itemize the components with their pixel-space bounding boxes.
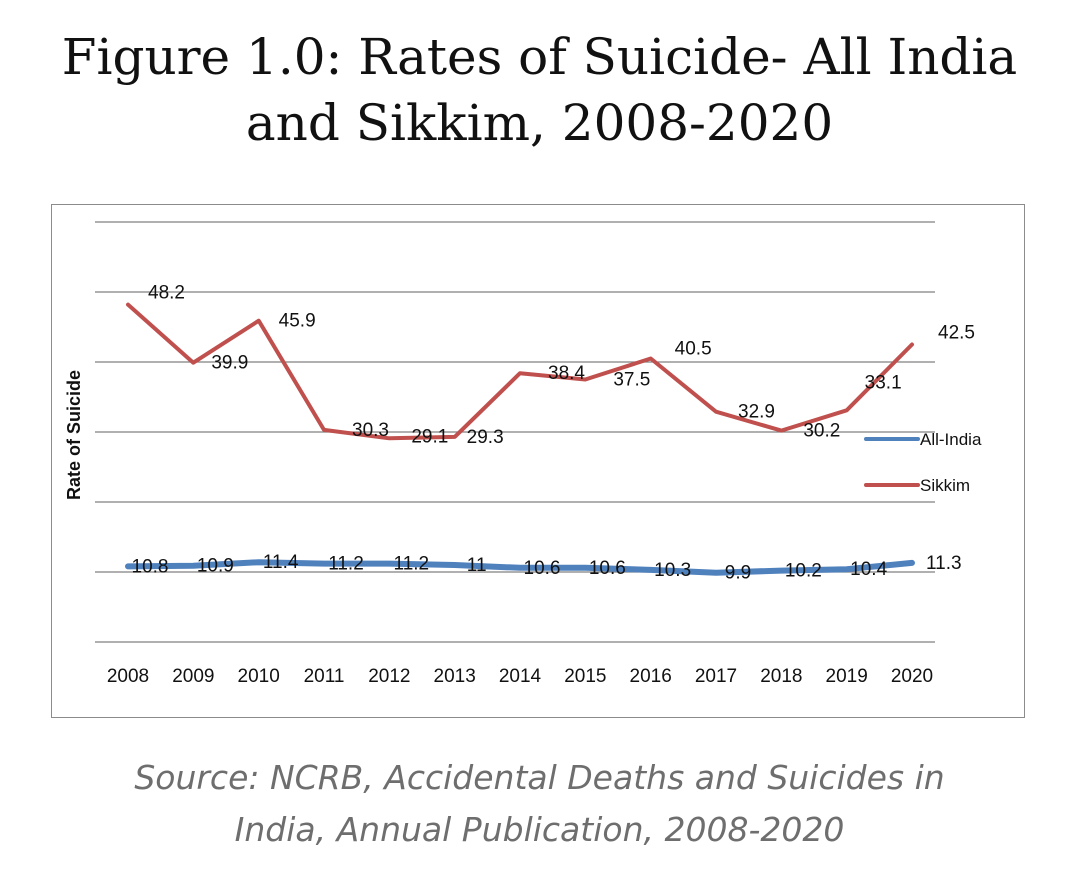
data-label: 48.2: [148, 283, 185, 304]
figure-title-line-2: and Sikkim, 2008-2020: [245, 94, 834, 152]
x-tick-label: 2017: [695, 666, 737, 687]
data-label: 10.6: [589, 558, 626, 579]
figure-title: Figure 1.0: Rates of Suicide- All India …: [0, 24, 1079, 156]
x-tick-label: 2018: [760, 666, 802, 687]
data-point: [779, 429, 783, 433]
chart-frame: [51, 204, 1025, 718]
data-label: 42.5: [938, 323, 975, 344]
x-tick-label: 2008: [107, 666, 149, 687]
data-label: 10.8: [132, 556, 169, 577]
legend-label: Sikkim: [920, 476, 970, 495]
source-note: Source: NCRB, Accidental Deaths and Suic…: [0, 752, 1079, 856]
data-point: [387, 562, 391, 566]
data-label: 39.9: [211, 353, 248, 374]
data-point: [845, 567, 849, 571]
data-label: 30.2: [803, 421, 840, 442]
data-point: [910, 343, 914, 346]
data-point: [845, 408, 849, 412]
data-label: 11.2: [394, 554, 430, 575]
data-point: [583, 566, 587, 570]
x-tick-label: 2016: [630, 666, 672, 687]
x-tick-label: 2009: [172, 666, 214, 687]
data-point: [453, 563, 457, 567]
x-tick-label: 2014: [499, 666, 542, 687]
x-tick-label: 2013: [434, 666, 476, 687]
data-label: 32.9: [738, 402, 775, 423]
data-label: 40.5: [675, 339, 712, 360]
data-label: 29.1: [411, 426, 448, 447]
data-point: [583, 378, 587, 381]
data-point: [518, 566, 522, 570]
data-point: [649, 568, 653, 572]
data-label: 11.2: [328, 554, 364, 575]
x-tick-label: 2011: [304, 666, 345, 687]
data-point: [257, 560, 261, 564]
data-point: [714, 571, 718, 575]
data-point: [649, 357, 653, 360]
data-point: [322, 428, 326, 432]
data-label: 29.3: [467, 427, 504, 448]
data-point: [322, 562, 326, 566]
data-point: [453, 435, 457, 439]
data-label: 45.9: [279, 311, 316, 332]
data-point: [191, 564, 195, 568]
figure-title-line-1: Figure 1.0: Rates of Suicide- All India: [61, 28, 1018, 86]
x-tick-label: 2020: [891, 666, 933, 687]
data-point: [910, 561, 914, 565]
data-point: [126, 303, 130, 307]
data-label: 38.4: [548, 363, 585, 384]
data-point: [714, 410, 718, 414]
y-axis-label: Rate of Suicide: [64, 370, 84, 500]
x-tick-label: 2019: [826, 666, 868, 687]
data-label: 33.1: [865, 372, 902, 393]
x-tick-label: 2015: [564, 666, 606, 687]
data-point: [191, 361, 195, 365]
data-point: [518, 371, 522, 375]
data-label: 10.6: [524, 558, 561, 579]
x-tick-label: 2010: [238, 666, 280, 687]
data-label: 10.2: [785, 561, 822, 582]
data-label: 10.9: [197, 556, 234, 577]
data-point: [779, 569, 783, 573]
data-label: 11: [467, 555, 487, 576]
data-point: [257, 319, 261, 323]
data-label: 30.3: [352, 420, 389, 441]
data-label: 10.4: [850, 559, 887, 580]
data-label: 11.3: [926, 553, 962, 574]
data-point: [126, 564, 130, 568]
data-label: 10.3: [654, 560, 691, 581]
data-label: 9.9: [725, 563, 751, 584]
x-tick-label: 2012: [368, 666, 410, 687]
source-line-1: Source: NCRB, Accidental Deaths and Suic…: [134, 758, 945, 797]
source-line-2: India, Annual Publication, 2008-2020: [234, 810, 845, 849]
data-point: [387, 436, 391, 440]
data-label: 37.5: [613, 370, 650, 391]
legend-label: All-India: [920, 430, 982, 449]
data-label: 11.4: [263, 552, 299, 573]
